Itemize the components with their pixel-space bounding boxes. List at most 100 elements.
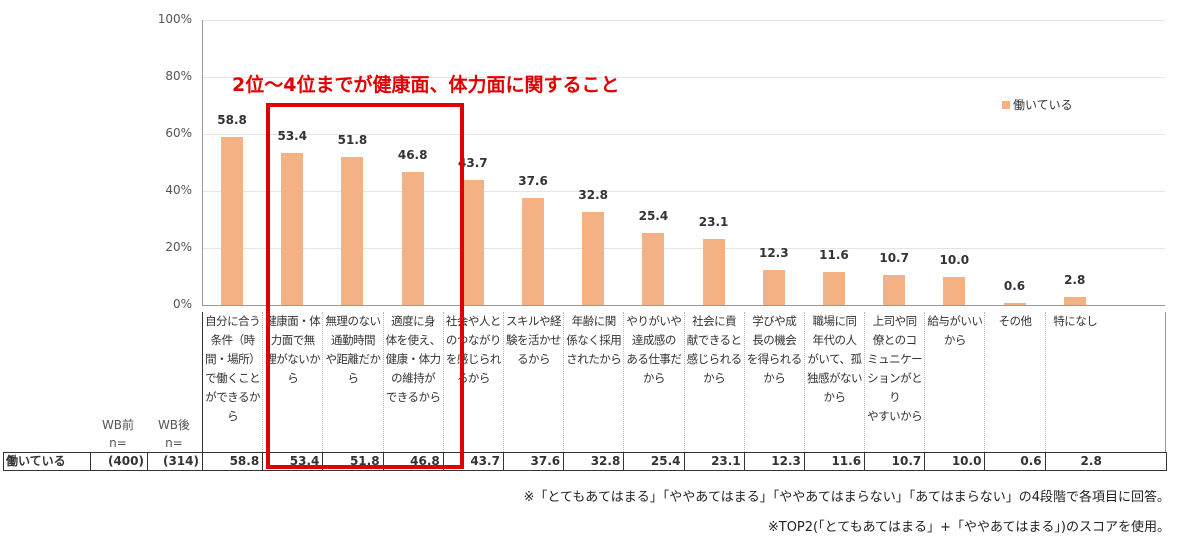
n-header-line: n= [109, 436, 127, 450]
bar [461, 180, 484, 305]
category-label-line: 職場に同 [812, 314, 857, 328]
bar [1063, 297, 1086, 305]
legend-label: 働いている [1013, 98, 1073, 112]
y-tick-label: 0% [172, 297, 192, 311]
y-axis-line [202, 20, 203, 305]
bar [522, 197, 545, 305]
y-tick-label: 100% [157, 12, 192, 26]
table-value: 37.6 [502, 452, 563, 470]
highlight-box [266, 103, 464, 469]
table-value: 12.3 [743, 452, 804, 470]
category-label-line: できるから [385, 390, 441, 404]
category-label-line: 無理のない [325, 314, 381, 328]
data-label: 43.7 [458, 156, 488, 171]
category-label-line: 係なく採用 [566, 333, 622, 347]
data-label: 25.4 [638, 208, 669, 223]
data-label: 10.7 [879, 250, 909, 265]
data-label: 12.3 [758, 245, 789, 260]
category-label-line: 条件（時 [210, 333, 256, 347]
table-value: 10.7 [864, 452, 924, 470]
category-label-line: その他 [998, 314, 1033, 328]
category-header: 無理のない 通勤時間 や距離だから [322, 312, 382, 452]
category-label-line: を得られる [746, 352, 803, 366]
category-label-line: 年代の人 [812, 333, 857, 347]
gridline [202, 134, 1165, 135]
category-label-line: 感じられる [686, 352, 743, 366]
data-label: 11.6 [819, 247, 849, 262]
table-row-border [3, 452, 1167, 471]
data-label: 53.4 [277, 128, 308, 143]
x-axis-line [202, 305, 1165, 306]
category-label-line: から [823, 390, 846, 404]
category-label-line: スキルや経 [506, 314, 562, 328]
table-value: 0.6 [984, 452, 1044, 470]
category-label-line: 独感がない [806, 371, 863, 385]
n-before-value: (400) [90, 452, 147, 470]
category-header: やりがいや 達成感の ある仕事だ から [623, 312, 683, 452]
gridline [202, 77, 1165, 78]
bar [281, 152, 304, 305]
category-label-line: 年齢に関 [571, 314, 617, 328]
y-tick-label: 20% [165, 240, 192, 254]
table-value: 32.8 [563, 452, 623, 470]
category-label-line: 適度に身 [391, 314, 436, 328]
gridline [202, 191, 1165, 192]
category-label-line: 僚とのコ [872, 333, 917, 347]
bar [943, 276, 966, 305]
category-label-line: や距離だか [325, 352, 381, 366]
y-tick-label: 40% [165, 183, 192, 197]
category-label-line: やすいから [867, 409, 923, 423]
legend: 働いている [1002, 96, 1073, 113]
n-after-value: (314) [147, 452, 202, 470]
data-label: 32.8 [578, 187, 609, 202]
bar [822, 271, 845, 305]
category-label-line: から [703, 371, 726, 385]
table-value: 53.4 [262, 452, 322, 470]
category-label-line: 通勤時間 [330, 333, 376, 347]
bar [642, 232, 665, 305]
table-value: 58.8 [202, 452, 262, 470]
data-label: 23.1 [698, 215, 729, 230]
category-header: 年齢に関 係なく採用 されたから [563, 312, 623, 452]
category-label-line: 自分に合う [205, 314, 261, 328]
category-header: 健康面・体 力面で無 理がないから [262, 312, 322, 452]
category-header: 適度に身 体を使え、 健康・体力 の維持が できるから [382, 312, 443, 452]
category-header: 特になし [1044, 312, 1105, 452]
data-label: 51.8 [337, 133, 368, 148]
data-label: 58.8 [217, 113, 247, 128]
note-1: ※「とてもあてはまる」「ややあてはまる」「ややあてはまらない」「あてはまらない」… [523, 490, 1170, 505]
category-label-line: のつながり [445, 333, 502, 347]
bar [1003, 303, 1026, 305]
category-header: 給与がいい から [924, 312, 984, 452]
table-value: 10.0 [924, 452, 984, 470]
category-label-line: るから [517, 352, 551, 366]
table-value: 2.8 [1044, 452, 1105, 470]
bar [883, 274, 906, 305]
n-header-line: WB前 [101, 418, 135, 432]
category-label-line: 間・場所） [205, 352, 261, 366]
category-label-line: から [943, 333, 967, 347]
data-label: 0.6 [1003, 279, 1026, 294]
category-label-line: を感じられ [445, 352, 502, 366]
category-label-line: がいて、孤 [807, 352, 862, 366]
category-label-line: で働くこと [205, 371, 261, 385]
category-label-line: 社会や人と [445, 314, 502, 328]
category-label-line: 理がないか [265, 352, 321, 366]
bar [341, 157, 364, 305]
bar [582, 211, 605, 305]
category-label-line: 学びや成 [752, 314, 797, 328]
category-label-line: ら [227, 409, 239, 423]
category-label-line: 上司や同 [872, 314, 918, 328]
category-header: スキルや経験を活かせるから [502, 312, 563, 452]
header-border-left [202, 312, 203, 452]
table-value: 25.4 [623, 452, 683, 470]
category-label-line: やりがいや [626, 314, 682, 328]
n-header-line: WB後 [157, 418, 191, 432]
table-value: 43.7 [442, 452, 503, 470]
data-label: 2.8 [1064, 273, 1086, 288]
category-header: その他 [984, 312, 1044, 452]
note-2: ※TOP2(「とてもあてはまる」+「ややあてはまる」)のスコアを使用。 [767, 520, 1170, 535]
header-border-right [1165, 312, 1166, 452]
category-label-line: 験を活かせ [506, 333, 562, 347]
category-label-line: ら [287, 371, 299, 385]
